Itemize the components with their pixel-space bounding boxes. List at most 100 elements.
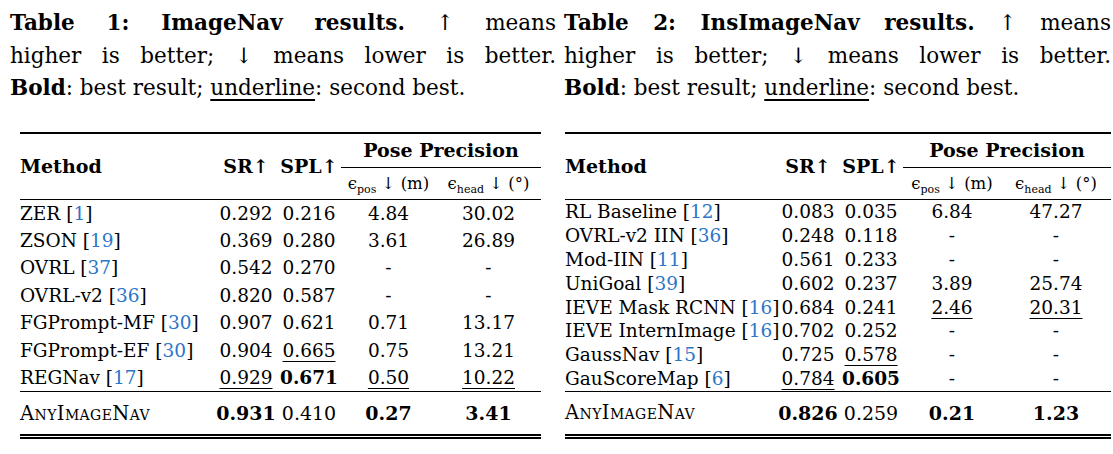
- final-table-row: AnyImageNav0.8260.2590.211.23: [565, 391, 1111, 436]
- value-cell: 3.41: [436, 392, 541, 437]
- value-cell: 26.89: [436, 227, 541, 254]
- column-header-spl: SPL↑: [277, 133, 341, 200]
- column-header-eps-pos: ϵpos ↓ (m): [341, 167, 436, 199]
- value-cell: -: [1001, 343, 1111, 367]
- epsilon-symbol: ϵ: [1015, 174, 1024, 193]
- value-cell: -: [1001, 319, 1111, 343]
- method-cell: OVRL-v2 IIN [36]: [565, 223, 777, 247]
- table-row: FGPrompt-EF [30]0.9040.6650.7513.21: [20, 336, 541, 363]
- value-cell: 0.27: [341, 392, 436, 437]
- table-row: IEVE InternImage [16]0.7020.252--: [565, 319, 1111, 343]
- value-cell: 0.369: [215, 227, 277, 254]
- value-cell: -: [1001, 367, 1111, 391]
- method-name: FGPrompt-EF: [20, 340, 149, 361]
- citation-link[interactable]: 30: [168, 312, 192, 333]
- value-cell: 0.605: [839, 367, 903, 391]
- epsilon-symbol: ϵ: [911, 174, 920, 193]
- value-cell: 0.237: [839, 271, 903, 295]
- citation-link[interactable]: 12: [690, 201, 714, 222]
- citation-link[interactable]: 15: [673, 344, 697, 365]
- citation-link[interactable]: 17: [113, 367, 137, 388]
- value-cell: 0.118: [839, 223, 903, 247]
- method-name: AnyImageNav: [565, 401, 695, 424]
- unit-label: ↓ (°): [484, 174, 529, 193]
- unit-label: ↓ (°): [1052, 174, 1097, 193]
- citation-link[interactable]: 37: [88, 257, 112, 278]
- table-body: RL Baseline [12]0.0830.0356.8447.27OVRL-…: [565, 199, 1111, 391]
- method-cell: Mod-IIN [11]: [565, 247, 777, 271]
- method-name: ZER: [20, 203, 60, 224]
- citation-link[interactable]: 39: [654, 273, 678, 294]
- insimagenav-results-table: Method SR↑ SPL↑ Pose Precision ϵpos ↓ (m…: [565, 132, 1111, 439]
- table-row: FGPrompt-MF [30]0.9070.6210.7113.17: [20, 309, 541, 336]
- method-name: IEVE Mask RCNN: [565, 297, 736, 318]
- citation-link[interactable]: 16: [749, 320, 773, 341]
- value-cell: -: [436, 282, 541, 309]
- value-cell: -: [341, 254, 436, 281]
- value-cell: 0.410: [277, 392, 341, 437]
- caption-line-1: Table 1: ImageNav results. ↑ means: [10, 7, 556, 40]
- method-cell: ZSON [19]: [20, 227, 215, 254]
- table-row: RL Baseline [12]0.0830.0356.8447.27: [565, 199, 1111, 223]
- value-cell: 0.820: [215, 282, 277, 309]
- value-cell: -: [903, 367, 1001, 391]
- value-cell: 13.21: [436, 336, 541, 363]
- method-cell: GauScoreMap [6]: [565, 367, 777, 391]
- column-header-pose-precision: Pose Precision: [341, 133, 541, 168]
- subscript: pos: [357, 183, 376, 196]
- value-cell: 0.21: [903, 391, 1001, 436]
- method-name: FGPrompt-MF: [20, 312, 155, 333]
- citation-link[interactable]: 30: [163, 340, 187, 361]
- citation-link[interactable]: 16: [749, 297, 773, 318]
- citation-link[interactable]: 1: [73, 203, 85, 224]
- method-cell: OVRL [37]: [20, 254, 215, 281]
- citation-link[interactable]: 19: [90, 230, 114, 251]
- method-name: GaussNav: [565, 344, 659, 365]
- value-cell: 3.61: [341, 227, 436, 254]
- value-cell: 3.89: [903, 271, 1001, 295]
- method-cell: ZER [1]: [20, 199, 215, 227]
- caption-line-2: higher is better; ↓ means lower is bette…: [564, 40, 1111, 73]
- caption-text: ↑ means: [998, 10, 1111, 35]
- value-cell: 0.602: [777, 271, 839, 295]
- citation-link[interactable]: 6: [712, 368, 724, 389]
- caption-title: Table 1: ImageNav results.: [10, 10, 405, 35]
- caption-text: : second best.: [315, 75, 465, 100]
- value-cell: -: [1001, 223, 1111, 247]
- value-cell: -: [903, 319, 1001, 343]
- value-cell: 47.27: [1001, 199, 1111, 223]
- method-name: Mod-IIN: [565, 249, 644, 270]
- value-cell: 0.233: [839, 247, 903, 271]
- table-row: GauScoreMap [6]0.7840.605--: [565, 367, 1111, 391]
- method-name: GauScoreMap: [565, 368, 699, 389]
- method-cell: IEVE InternImage [16]: [565, 319, 777, 343]
- value-cell: 20.31: [1001, 295, 1111, 319]
- value-cell: 0.292: [215, 199, 277, 227]
- value-cell: 0.280: [277, 227, 341, 254]
- value-cell: 0.904: [215, 336, 277, 363]
- caption-text: : best result;: [66, 75, 211, 100]
- subscript: pos: [921, 183, 940, 196]
- underline-keyword: underline: [764, 75, 869, 100]
- column-header-eps-head: ϵhead ↓ (°): [436, 167, 541, 199]
- table-row: OVRL [37]0.5420.270--: [20, 254, 541, 281]
- subscript: head: [457, 183, 484, 196]
- value-cell: 0.71: [341, 309, 436, 336]
- method-name: REGNav: [20, 367, 100, 388]
- column-header-sr: SR↑: [215, 133, 277, 200]
- table-row: UniGoal [39]0.6020.2373.8925.74: [565, 271, 1111, 295]
- caption-line-2: higher is better; ↓ means lower is bette…: [10, 40, 556, 73]
- citation-link[interactable]: 36: [698, 225, 722, 246]
- value-cell: 0.665: [277, 336, 341, 363]
- citation-link[interactable]: 11: [657, 249, 681, 270]
- column-header-eps-head: ϵhead ↓ (°): [1001, 167, 1111, 199]
- right-column: Table 2: InsImageNav results. ↑ means hi…: [564, 7, 1111, 439]
- method-name: ZSON: [20, 230, 77, 251]
- method-cell: IEVE Mask RCNN [16]: [565, 295, 777, 319]
- value-cell: 1.23: [1001, 391, 1111, 436]
- epsilon-symbol: ϵ: [448, 174, 457, 193]
- method-cell: AnyImageNav: [20, 392, 215, 437]
- caption-title: Table 2: InsImageNav results.: [564, 10, 975, 35]
- citation-link[interactable]: 36: [116, 285, 140, 306]
- column-header-method: Method: [565, 133, 777, 200]
